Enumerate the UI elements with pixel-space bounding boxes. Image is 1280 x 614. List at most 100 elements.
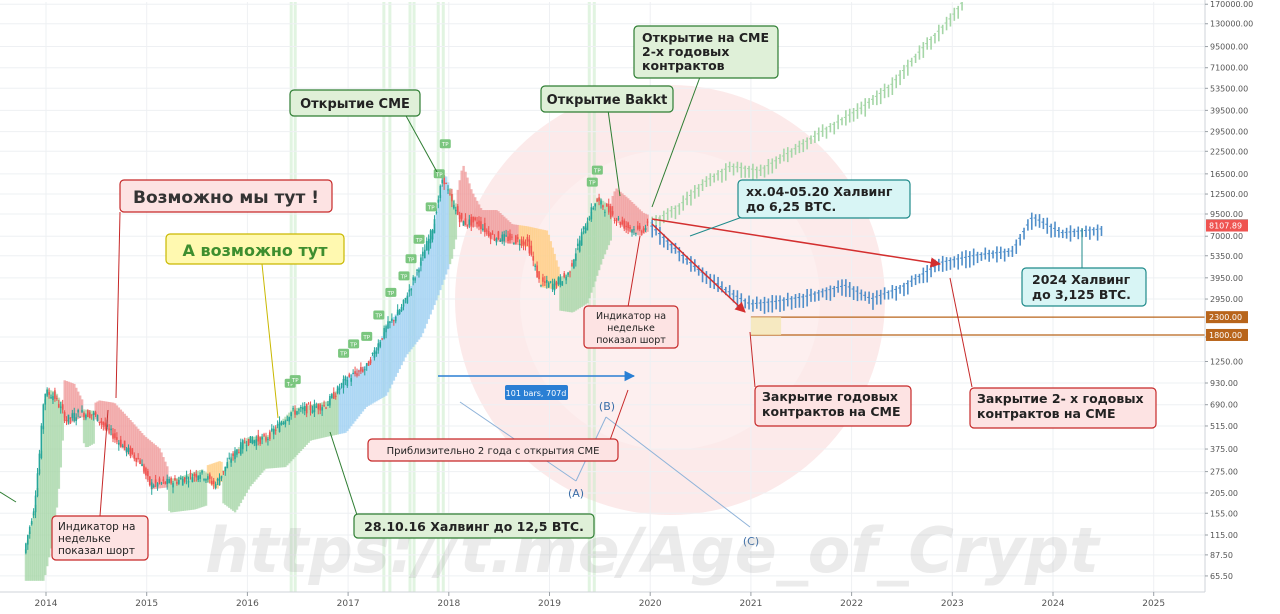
tp-marker-box [348,339,360,349]
callout-weekly-short-2019-line3: показал шорт [596,335,666,346]
history-candle [251,439,254,444]
history-candle [187,481,190,483]
band-segment [353,371,357,422]
measure-tool[interactable]: 101 bars, 707d [438,370,636,400]
history-candle [578,240,581,252]
history-candle [294,410,296,415]
band-segment [324,401,328,438]
history-candle [100,420,103,424]
history-candle [104,422,107,427]
band-segment [220,461,223,482]
history-candle [197,475,200,481]
history-candle [226,461,229,468]
tp-marker-11: TP [433,169,445,179]
history-candle [613,219,616,221]
band-segment [32,513,35,581]
band-segment [547,234,551,289]
callout-halving-2016[interactable]: 28.10.16 Халвинг до 12,5 BTC. [353,513,595,539]
history-candle [278,421,281,432]
history-candle [210,480,213,485]
band-segment [423,251,427,329]
history-candle [551,283,554,290]
band-segment [510,223,514,244]
x-tick-label-2023: 2023 [941,599,964,609]
pointer-or-maybe-here [261,263,279,419]
stripe-7 [441,2,445,592]
band-segment [414,276,417,345]
callout-weekly-short-2014[interactable]: Индикатор на недельке показал шорт [51,515,149,561]
history-candle [412,277,414,281]
history-candle [534,265,536,267]
band-segment [292,408,295,460]
band-segment [119,409,123,447]
price-badge-2: 2300.00 [1206,311,1248,324]
band-segment [179,476,183,512]
band-segment [340,383,343,434]
history-candle [557,277,560,285]
history-candle [154,479,157,483]
time-axis[interactable]: 2014 2015 2016 2017 2018 2019 2020 2021 2022 2023… [0,591,1205,609]
tp-marker-5: TP [373,310,385,320]
band-segment [311,404,314,441]
band-segment [410,285,413,350]
band-segment [245,438,248,493]
band-segment [477,204,481,227]
callout-weekly-short-2014-line2: недельке [58,533,111,545]
band-segment [582,231,585,306]
callout-bakkt-open[interactable]: Открытие Bakkt [540,85,674,113]
callout-halving-2024[interactable]: 2024 Халвинг до 3,125 BTC. [1021,267,1147,307]
band-segment [131,422,134,458]
history-candle [338,388,341,390]
band-segment [73,383,76,422]
history-candle [435,212,438,214]
history-candle [513,243,515,245]
callout-or-maybe-here[interactable]: А возможно тут [165,233,345,265]
history-candle [216,478,219,481]
band-segment [117,407,121,445]
price-badge-box [1206,311,1248,324]
callout-halving-2020[interactable]: xx.04-05.20 Халвинг до 6,25 BTC. [737,179,911,219]
history-candle [425,241,428,251]
history-candle [137,458,139,460]
callout-two-year-contracts-close[interactable]: Закрытие 2- х годовых контрактов на CME [969,387,1157,429]
callout-two-years-since-cme[interactable]: Приблизительно 2 года с открытия CME [367,438,619,462]
history-candle [383,328,385,339]
band-segment [443,175,446,280]
history-candle [615,219,618,221]
band-segment [228,460,231,508]
price-axis[interactable]: 170000.00 130000.00 95000.00 71000.00 53500.… [1204,0,1280,614]
y-tick-label-25: 87.50 [1210,551,1233,560]
history-candle [456,206,459,215]
callout-weekly-short-2019[interactable]: Индикатор на недельке показал шорт [583,305,679,349]
indicator-bands [24,165,649,581]
history-candle [536,265,538,278]
band-segment [326,401,330,437]
band-segment [617,190,620,224]
history-candle [365,363,368,366]
band-segment [348,374,351,429]
history-candle [485,230,488,232]
y-tick-label-20: 375.00 [1210,445,1238,454]
callout-annual-close-line2: контрактов на CME [762,404,901,419]
callout-annual-contracts-close[interactable]: Закрытие годовых контрактов на CME [754,385,912,427]
history-candle [150,482,153,489]
band-segment [536,228,539,273]
price-badge-label: 8107.89 [1209,222,1242,231]
callout-cme-open[interactable]: Открытие CME [289,89,421,117]
history-candle [83,412,85,418]
band-segment [462,165,465,227]
callout-maybe-here-text: Возможно мы тут ! [133,188,319,208]
band-segment [541,229,545,288]
x-tick-label-2025: 2025 [1142,599,1165,609]
callout-cme-two-year[interactable]: Открытие на CME 2-х годовых контрактов [633,25,779,79]
callout-maybe-here[interactable]: Возможно мы тут ! [119,179,333,213]
band-segment [125,415,128,453]
history-candle [298,409,300,411]
history-candle [156,482,159,487]
history-candle [110,428,112,431]
price-badge-box [1206,219,1248,232]
band-segment [82,409,86,444]
history-candle [507,236,509,241]
